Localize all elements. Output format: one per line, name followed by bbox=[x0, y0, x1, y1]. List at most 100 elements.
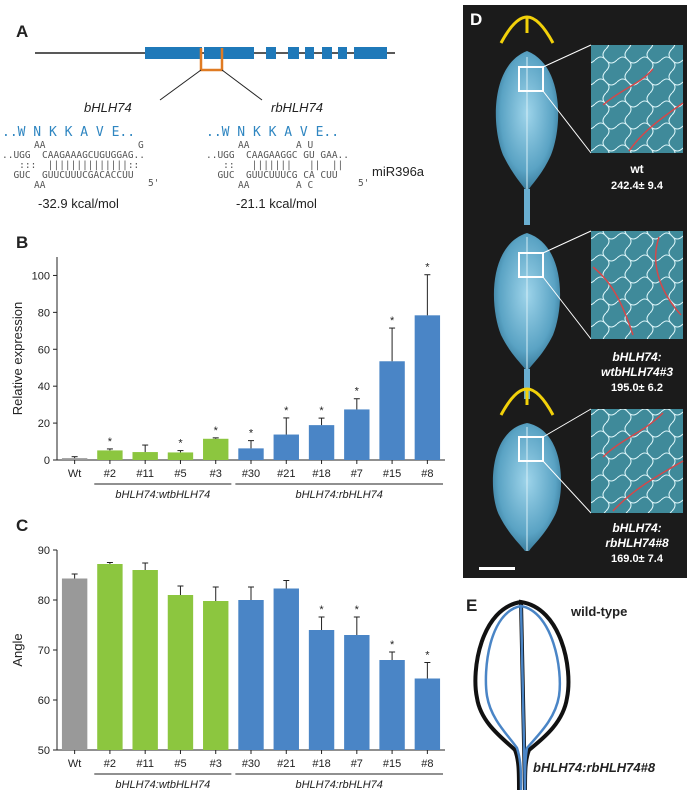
x-tick-label: #18 bbox=[312, 468, 330, 480]
y-tick-label: 100 bbox=[32, 270, 50, 282]
bar-n3 bbox=[203, 438, 229, 460]
bar-Wt bbox=[61, 578, 88, 750]
significance-star: * bbox=[425, 262, 430, 274]
bar-n7 bbox=[344, 635, 370, 750]
aa-sequence-right: ..W N K K A V E.. bbox=[206, 125, 339, 140]
x-tick-label: #5 bbox=[174, 468, 186, 480]
y-tick-label: 0 bbox=[44, 455, 50, 467]
zoom-line-left bbox=[159, 69, 202, 101]
zoom-connector-wtbhlh74-bottom bbox=[542, 276, 592, 340]
leaf-value-wtbhlh74: 195.0± 6.2 bbox=[611, 382, 663, 394]
leaf-petiole-wt bbox=[524, 189, 530, 225]
label-rbhlh74: bHLH74:rbHLH74#8 bbox=[533, 760, 656, 775]
bar-n11 bbox=[132, 570, 158, 750]
leaf-wt: wt 242.4± 9.4 bbox=[495, 15, 684, 225]
left-duplex-bottom: GUC GUUCUUUCGACACCUU bbox=[2, 170, 134, 181]
left-top-loop: AA bbox=[34, 140, 46, 151]
kcal-right: -21.1 kcal/mol bbox=[236, 196, 317, 211]
x-tick-label: #18 bbox=[312, 758, 330, 770]
leaf-value-wt: 242.4± 9.4 bbox=[611, 180, 664, 192]
group-label: bHLH74:rbHLH74 bbox=[295, 779, 382, 791]
y-tick-label: 20 bbox=[38, 418, 50, 430]
left-duplex-top: ..UGG CAAGAAAGCUGUGGAG.. bbox=[2, 150, 145, 161]
exon-7 bbox=[322, 47, 332, 59]
significance-star: * bbox=[284, 405, 289, 417]
y-tick-label: 90 bbox=[38, 545, 50, 557]
x-tick-label: #3 bbox=[210, 468, 222, 480]
vein-zoom-wtbhlh74 bbox=[591, 231, 683, 339]
leaf-outline-comparison: wild-type bHLH74:rbHLH74#8 bbox=[473, 599, 656, 791]
x-tick-label: #2 bbox=[104, 468, 116, 480]
significance-star: * bbox=[249, 428, 254, 440]
y-tick-label: 60 bbox=[38, 695, 50, 707]
right-top-loop: AA bbox=[238, 140, 250, 151]
x-tick-label: #8 bbox=[421, 468, 433, 480]
group-label: bHLH74:wtbHLH74 bbox=[115, 779, 210, 791]
zoom-connector-wt-bottom bbox=[542, 90, 592, 154]
bar-n21 bbox=[273, 434, 299, 460]
bar-Wt bbox=[61, 458, 88, 460]
group-label: bHLH74:rbHLH74 bbox=[295, 489, 382, 501]
panel-letter-c: C bbox=[16, 516, 29, 535]
x-tick-label: #21 bbox=[277, 468, 295, 480]
x-tick-label: #15 bbox=[383, 758, 401, 770]
right-duplex-pairs: :: ||||||| || || bbox=[206, 160, 343, 171]
exon-9 bbox=[354, 47, 387, 59]
left-duplex-pairs: ::: ||||||||||||||:: bbox=[2, 160, 139, 171]
significance-star: * bbox=[355, 386, 360, 398]
label-wild-type: wild-type bbox=[570, 604, 627, 619]
bar-n5 bbox=[167, 452, 194, 460]
leaf-rbhlh74: bHLH74: rbHLH74#8 169.0± 7.4 bbox=[492, 387, 684, 565]
x-tick-label: #15 bbox=[383, 468, 401, 480]
outline-rbhlh74 bbox=[484, 604, 561, 791]
leaf-name-rbhlh74-line2: rbHLH74#8 bbox=[605, 536, 669, 550]
chart-relative-expression: 0 20 40 60 80 100 Relative expression Wt * #2 #11 *… bbox=[10, 257, 445, 501]
exon-5 bbox=[288, 47, 299, 59]
x-tick-label: #8 bbox=[421, 758, 433, 770]
bar-n8 bbox=[414, 678, 441, 750]
y-axis-title: Angle bbox=[10, 633, 25, 666]
right-duplex-top: ..UGG CAAGAAGGC GU GAA.. bbox=[206, 150, 349, 161]
bar-n18 bbox=[308, 630, 335, 750]
bar-n15 bbox=[379, 361, 405, 460]
exon-4 bbox=[266, 47, 276, 59]
bar-n15 bbox=[379, 660, 405, 750]
mirna-label: miR396a bbox=[372, 164, 425, 179]
vein-zoom-rbhlh74 bbox=[591, 409, 683, 513]
exon-6 bbox=[305, 47, 314, 59]
x-tick-label: #7 bbox=[351, 468, 363, 480]
panel-letter-a: A bbox=[16, 22, 29, 41]
bar-n2 bbox=[97, 564, 123, 750]
leaf-name-wtbhlh74-line2: wtbHLH74#3 bbox=[601, 365, 673, 379]
zoom-box-wtbhlh74 bbox=[518, 252, 544, 278]
vein-highlight-wt bbox=[602, 68, 684, 152]
zoom-box-rbhlh74 bbox=[518, 436, 544, 462]
x-tick-label: #7 bbox=[351, 758, 363, 770]
zoom-line-right bbox=[221, 69, 263, 101]
y-tick-label: 80 bbox=[38, 307, 50, 319]
leaf-name-wt: wt bbox=[629, 162, 643, 176]
group-label: bHLH74:wtbHLH74 bbox=[115, 489, 210, 501]
significance-star: * bbox=[178, 438, 183, 450]
exon-1 bbox=[145, 47, 202, 59]
panel-letter-b: B bbox=[16, 233, 29, 252]
zoom-connector-rbhlh74-top bbox=[542, 408, 592, 438]
aa-sequence-left: ..W N K K A V E.. bbox=[2, 125, 135, 140]
exon-8 bbox=[338, 47, 347, 59]
panel-a-gene-diagram: bHLH74 rbHLH74 ..W N K K A V E.. ..W N K… bbox=[2, 47, 425, 211]
mir-target-bracket bbox=[199, 48, 224, 72]
x-tick-label: Wt bbox=[68, 468, 81, 480]
leaf-name-rbhlh74-line1: bHLH74: bbox=[612, 521, 661, 535]
right-top-bulge: A U bbox=[296, 140, 313, 151]
leaf-petiole-wtbhlh74 bbox=[524, 369, 530, 399]
x-tick-label: #21 bbox=[277, 758, 295, 770]
leaf-value-rbhlh74: 169.0± 7.4 bbox=[611, 553, 664, 565]
vein-highlight-wtbhlh74 bbox=[592, 236, 682, 336]
left-top-tail: G bbox=[138, 140, 144, 151]
significance-star: * bbox=[319, 604, 324, 616]
right-five-prime: 5' bbox=[358, 178, 369, 189]
right-duplex-bottom: GUC GUUCUUUCG CA CUU bbox=[206, 170, 338, 181]
vein-highlight-rbhlh74 bbox=[602, 412, 684, 512]
significance-star: * bbox=[108, 436, 113, 448]
bar-n21 bbox=[273, 588, 299, 750]
